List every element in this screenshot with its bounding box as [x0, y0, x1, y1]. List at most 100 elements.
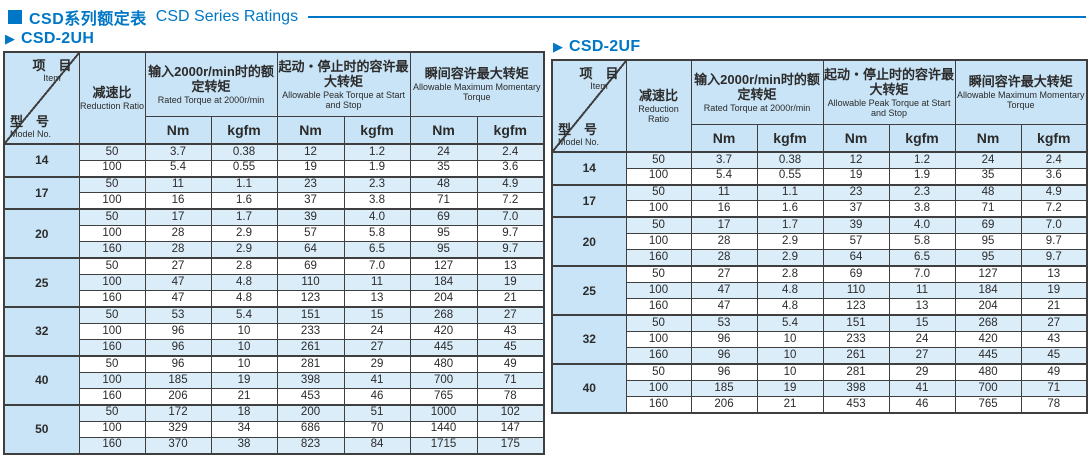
value-cell: 48 [954, 183, 1022, 202]
value-cell: 147 [476, 420, 545, 438]
value-cell: 9.7 [476, 241, 545, 259]
value-cell: 445 [409, 339, 478, 357]
value-cell: 1.6 [756, 200, 824, 218]
value-cell: 28 [690, 249, 758, 267]
ratio-cell: 160 [78, 387, 146, 406]
table-row: 100 185 19 398 41 700 71 [552, 379, 1088, 397]
value-cell: 1.1 [210, 175, 278, 194]
ratio-cell: 100 [78, 192, 146, 210]
value-cell: 41 [343, 371, 411, 389]
value-cell: 123 [822, 298, 890, 316]
page-title-en: CSD Series Ratings [155, 8, 299, 25]
model-header-en: Model No. [10, 129, 52, 139]
table-body-csd-2uh: 14 50 3.7 0.38 12 1.2 24 2.4 100 5.4 0.55 19 1.9 35 3.… [3, 142, 545, 455]
rated-torque-header: 输入2000r/min时的额定转矩 Rated Torque at 2000r/… [144, 51, 278, 117]
value-cell: 95 [409, 224, 478, 243]
value-cell: 10 [210, 339, 278, 357]
value-cell: 21 [210, 387, 278, 406]
value-cell: 7.0 [476, 208, 545, 226]
value-cell: 445 [954, 347, 1022, 365]
value-cell: 13 [888, 298, 956, 316]
value-cell: 49 [1020, 362, 1088, 381]
model-header-en: Model No. [558, 137, 600, 147]
value-cell: 53 [690, 313, 758, 332]
value-cell: 53 [144, 305, 212, 324]
value-cell: 24 [343, 322, 411, 341]
value-cell: 3.6 [1020, 167, 1088, 186]
table-row: 32 50 53 5.4 151 15 268 27 [3, 305, 545, 357]
unit-header-kgfm: kgfm [756, 123, 824, 153]
value-cell: 13 [343, 290, 411, 308]
unit-header-kgfm: kgfm [343, 115, 411, 145]
value-cell: 200 [276, 403, 345, 422]
table-row: 14 50 3.7 0.38 12 1.2 24 2.4 [3, 142, 545, 178]
ratio-cell: 50 [78, 257, 146, 275]
value-cell: 2.3 [343, 175, 411, 194]
value-cell: 96 [690, 347, 758, 365]
value-cell: 6.5 [888, 249, 956, 267]
value-cell: 151 [822, 313, 890, 332]
value-cell: 4.0 [343, 208, 411, 226]
value-cell: 10 [210, 354, 278, 373]
value-cell: 10 [756, 330, 824, 349]
value-cell: 24 [954, 150, 1022, 169]
value-cell: 700 [954, 379, 1022, 397]
momentary-torque-header: 瞬间容许最大转矩 Allowable Maximum Momentary Tor… [954, 59, 1088, 125]
peak-torque-header-en: Allowable Peak Torque at Start and Stop [282, 89, 405, 110]
value-cell: 10 [756, 362, 824, 381]
model-cell: 25 [551, 265, 627, 316]
value-cell: 0.55 [210, 159, 278, 178]
value-cell: 21 [1020, 298, 1088, 316]
value-cell: 27 [1020, 313, 1088, 332]
ratio-cell: 160 [625, 298, 692, 316]
value-cell: 18 [210, 403, 278, 422]
value-cell: 16 [690, 200, 758, 218]
table-row: 160 28 2.9 64 6.5 95 9.7 [4, 241, 545, 259]
value-cell: 51 [343, 403, 411, 422]
value-cell: 2.9 [210, 224, 278, 243]
value-cell: 3.7 [690, 150, 758, 169]
model-header: 型 号 Model No. [10, 114, 51, 139]
value-cell: 1.9 [343, 159, 411, 178]
model-cell: 17 [3, 175, 80, 210]
table-row: 25 50 27 2.8 69 7.0 127 13 [3, 257, 545, 308]
reduction-ratio-header: 减速比 Reduction Ratio [625, 59, 692, 153]
value-cell: 480 [409, 354, 478, 373]
table-row: 25 50 27 2.8 69 7.0 127 13 [551, 265, 1088, 316]
table-row: 32 50 53 5.4 151 15 268 27 [551, 313, 1088, 365]
ratio-cell: 50 [625, 183, 692, 202]
value-cell: 2.9 [756, 232, 824, 251]
value-cell: 28 [690, 232, 758, 251]
table-row: 20 50 17 1.7 39 4.0 69 7.0 [551, 216, 1088, 267]
value-cell: 9.7 [476, 224, 545, 243]
value-cell: 19 [276, 159, 345, 178]
ratio-cell: 160 [78, 241, 146, 259]
table-row: 160 96 10 261 27 445 45 [4, 339, 545, 357]
model-cell: 14 [3, 143, 80, 178]
value-cell: 71 [409, 192, 478, 210]
ratio-cell: 100 [78, 371, 146, 389]
value-cell: 17 [144, 208, 212, 226]
value-cell: 95 [409, 241, 478, 259]
value-cell: 7.2 [476, 192, 545, 210]
value-cell: 96 [690, 362, 758, 381]
table-row: 160 96 10 261 27 445 45 [552, 347, 1088, 365]
value-cell: 24 [409, 142, 478, 161]
value-cell: 64 [276, 241, 345, 259]
value-cell: 204 [409, 290, 478, 308]
value-cell: 1440 [409, 420, 478, 438]
value-cell: 420 [409, 322, 478, 341]
value-cell: 35 [409, 159, 478, 178]
value-cell: 7.0 [343, 257, 411, 275]
value-cell: 69 [954, 216, 1022, 234]
value-cell: 27 [476, 305, 545, 324]
model-cell: 32 [551, 313, 627, 365]
section-csd-2uh: ▶ CSD-2UH 项 目 Item 型 号 Model N [3, 29, 546, 455]
ratio-cell: 100 [78, 224, 146, 243]
value-cell: 5.8 [888, 232, 956, 251]
unit-header-nm: Nm [409, 115, 478, 145]
value-cell: 110 [822, 281, 890, 300]
momentary-torque-header: 瞬间容许最大转矩 Allowable Maximum Momentary Tor… [409, 51, 545, 117]
triangle-bullet-icon: ▶ [553, 39, 563, 54]
value-cell: 185 [690, 379, 758, 397]
